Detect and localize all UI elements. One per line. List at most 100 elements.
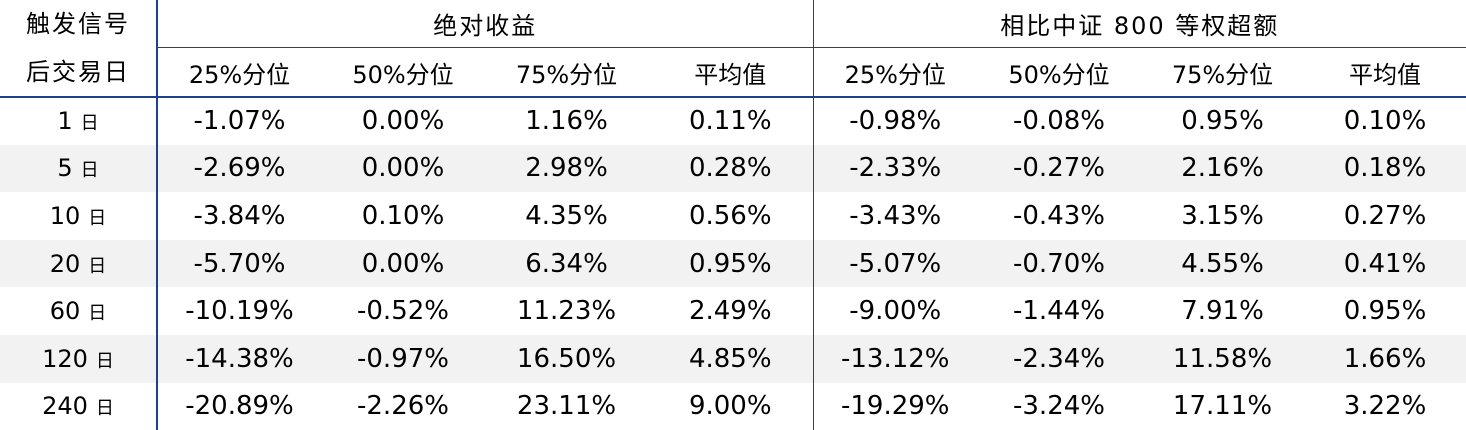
row-label: 120 日	[0, 334, 158, 383]
table-header: 触发信号 后交易日 绝对收益 相比中证 800 等权超额 25%分位 50%分位…	[0, 0, 1466, 98]
table-cell: -0.27%	[977, 144, 1141, 193]
corner-header: 触发信号 后交易日	[0, 0, 158, 98]
group-header-excess: 相比中证 800 等权超额	[813, 0, 1466, 48]
corner-header-line2: 后交易日	[26, 58, 130, 86]
table-row: 240 日 -20.89% -2.26% 23.11% 9.00% -19.29%…	[0, 382, 1466, 430]
table-cell: 0.00%	[321, 144, 485, 193]
row-label: 60 日	[0, 287, 158, 335]
table-cell: -1.07%	[193, 106, 286, 137]
table-cell: 1.16%	[525, 106, 608, 137]
table-cell: -5.07%	[813, 239, 977, 288]
table-cell: 11.58%	[1141, 334, 1304, 383]
table-cell: -0.52%	[357, 296, 449, 327]
table-cell: -0.70%	[977, 239, 1141, 288]
row-unit: 日	[80, 160, 99, 182]
row-unit: 日	[88, 303, 107, 325]
table-row: 120 日 -14.38% -0.97% 16.50% 4.85% -13.12%…	[0, 334, 1466, 383]
table-cell: -0.43%	[1013, 200, 1105, 231]
table-cell: -3.84%	[193, 200, 286, 231]
table-cell: 6.34%	[485, 239, 648, 288]
column-header: 25%分位	[813, 47, 977, 98]
table-cell: 2.16%	[1141, 144, 1304, 193]
table-cell: 0.10%	[1343, 106, 1427, 137]
column-header: 50%分位	[977, 47, 1141, 98]
table-cell: 0.27%	[1343, 200, 1427, 231]
table-cell: 7.91%	[1181, 296, 1264, 327]
table-cell: 0.95%	[1181, 106, 1264, 137]
table-cell: -2.26%	[357, 391, 449, 422]
table-row: 10 日 -3.84% 0.10% 4.35% 0.56% -3.43% -0.4…	[0, 192, 1466, 240]
table-cell: 17.11%	[1172, 391, 1273, 422]
row-unit: 日	[88, 207, 107, 229]
table-cell: -13.12%	[813, 334, 977, 383]
row-day: 10	[49, 201, 81, 230]
row-unit: 日	[95, 350, 114, 372]
table-cell: -2.34%	[977, 334, 1141, 383]
table-cell: 3.15%	[1181, 200, 1264, 231]
column-header: 平均值	[648, 47, 814, 98]
column-header: 75%分位	[1141, 47, 1304, 98]
table-row: 60 日 -10.19% -0.52% 11.23% 2.49% -9.00% -…	[0, 287, 1466, 335]
table-cell: -0.08%	[1013, 106, 1105, 137]
row-unit: 日	[88, 255, 107, 277]
table-row: 20 日 -5.70% 0.00% 6.34% 0.95% -5.07% -0.7…	[0, 239, 1466, 288]
corner-header-line1: 触发信号	[26, 10, 130, 38]
table-cell: -1.44%	[1013, 296, 1105, 327]
table-cell: 0.11%	[648, 97, 814, 145]
row-label: 20 日	[0, 239, 158, 288]
row-day: 20	[49, 249, 81, 278]
table-cell: 23.11%	[516, 391, 617, 422]
row-unit: 日	[80, 113, 99, 135]
table-cell: 0.41%	[1304, 239, 1466, 288]
table-cell: 1.66%	[1304, 334, 1466, 383]
table-cell: 0.00%	[361, 106, 445, 137]
table-cell: 0.10%	[361, 200, 445, 231]
table-cell: 9.00%	[648, 382, 814, 430]
row-unit: 日	[95, 398, 114, 420]
column-header: 75%分位	[485, 47, 648, 98]
table-cell: 0.56%	[648, 192, 814, 240]
table-cell: 0.00%	[321, 239, 485, 288]
row-label: 240 日	[0, 382, 158, 430]
table-cell: 4.55%	[1141, 239, 1304, 288]
row-day: 60	[49, 297, 81, 326]
column-header: 50%分位	[321, 47, 485, 98]
table-cell: 0.95%	[648, 239, 814, 288]
table-cell: -20.89%	[185, 391, 294, 422]
table-cell: -3.43%	[849, 200, 942, 231]
table-cell: 4.85%	[648, 334, 814, 383]
table-cell: -0.98%	[849, 106, 942, 137]
table-cell: 2.98%	[485, 144, 648, 193]
column-header: 25%分位	[157, 47, 321, 98]
table-cell: -5.70%	[157, 239, 321, 288]
table-cell: -2.33%	[813, 144, 977, 193]
group-header-absolute: 绝对收益	[157, 0, 814, 48]
row-day: 5	[57, 154, 73, 183]
table-cell: 2.49%	[648, 287, 814, 335]
table-cell: -0.97%	[321, 334, 485, 383]
table-cell: -19.29%	[840, 391, 950, 422]
table-cell: -14.38%	[157, 334, 321, 383]
table-cell: 3.22%	[1343, 391, 1427, 422]
row-day: 240	[42, 392, 88, 421]
table-cell: -10.19%	[185, 296, 294, 327]
table-cell: 0.18%	[1304, 144, 1466, 193]
row-label: 10 日	[0, 192, 158, 240]
table-cell: 0.28%	[648, 144, 814, 193]
table-cell: -9.00%	[849, 296, 942, 327]
table-cell: 0.95%	[1343, 296, 1427, 327]
column-header: 平均值	[1304, 47, 1466, 98]
table-cell: -2.69%	[157, 144, 321, 193]
table-cell: 11.23%	[516, 296, 617, 327]
table-cell: 4.35%	[525, 200, 608, 231]
row-day: 1	[57, 107, 73, 136]
row-day: 120	[42, 344, 88, 373]
table-cell: 16.50%	[485, 334, 648, 383]
table-cell: -3.24%	[1013, 391, 1105, 422]
